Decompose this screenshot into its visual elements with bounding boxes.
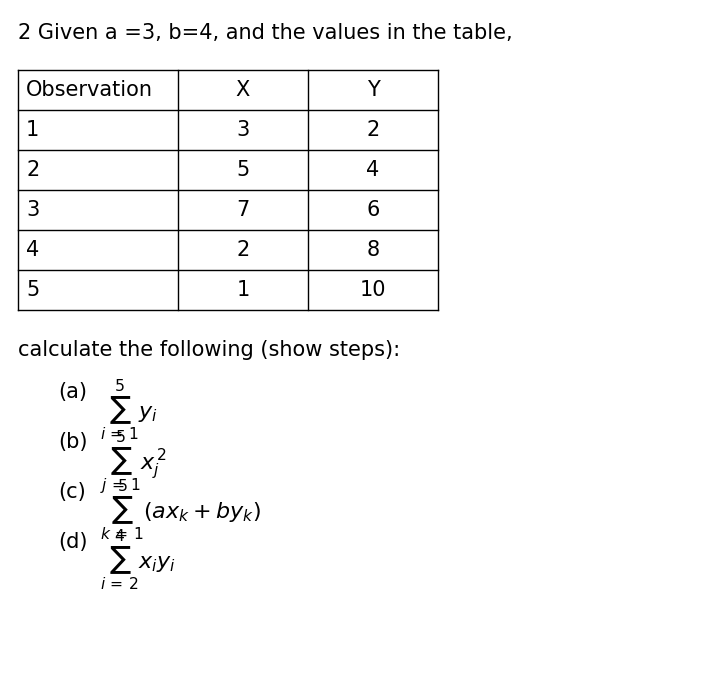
Text: 5: 5 [26,280,40,300]
Text: 4: 4 [26,240,40,260]
Text: Observation: Observation [26,80,153,100]
Text: (d): (d) [58,532,88,552]
Text: $\sum_{j\,=\,1}^{5} x_j^{\,2}$: $\sum_{j\,=\,1}^{5} x_j^{\,2}$ [100,429,167,496]
Text: 2: 2 [236,240,250,260]
Text: (c): (c) [58,482,86,502]
Text: 2: 2 [366,120,379,140]
Text: 1: 1 [236,280,250,300]
Text: 7: 7 [236,200,250,220]
Text: 2 Given a =3, b=4, and the values in the table,: 2 Given a =3, b=4, and the values in the… [18,23,513,43]
Text: 5: 5 [236,160,250,180]
Text: Y: Y [366,80,379,100]
Text: $\sum_{i\,=\,2}^{4} x_i y_i$: $\sum_{i\,=\,2}^{4} x_i y_i$ [100,529,176,593]
Text: X: X [236,80,250,100]
Text: (a): (a) [58,382,87,402]
Text: 3: 3 [236,120,250,140]
Text: 4: 4 [366,160,379,180]
Text: 1: 1 [26,120,40,140]
Text: 3: 3 [26,200,40,220]
Text: (b): (b) [58,432,88,452]
Text: $\sum_{k\,=\,1}^{5} (ax_k + by_k)$: $\sum_{k\,=\,1}^{5} (ax_k + by_k)$ [100,479,261,543]
Text: 6: 6 [366,200,379,220]
Text: 8: 8 [366,240,379,260]
Text: calculate the following (show steps):: calculate the following (show steps): [18,340,400,360]
Text: 2: 2 [26,160,40,180]
Text: 10: 10 [360,280,386,300]
Text: $\sum_{i\,=\,1}^{5} y_i$: $\sum_{i\,=\,1}^{5} y_i$ [100,379,158,443]
